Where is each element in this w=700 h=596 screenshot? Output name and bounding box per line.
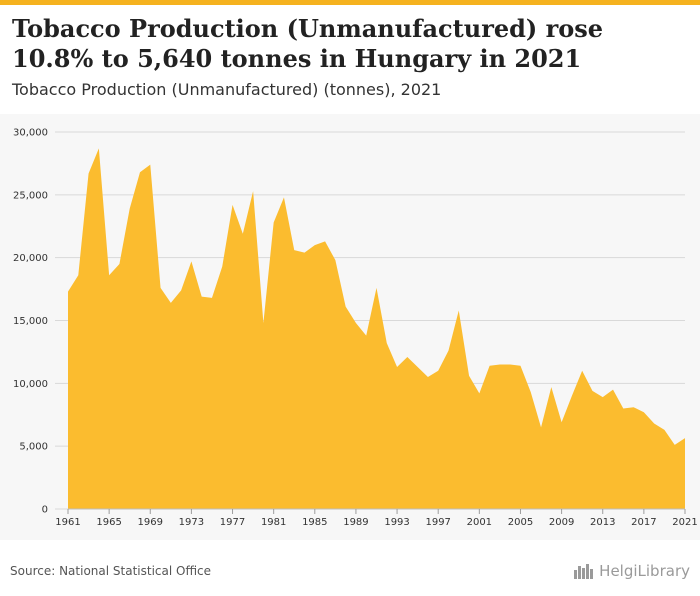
chart-subtitle: Tobacco Production (Unmanufactured) (ton…	[12, 80, 442, 99]
x-tick-label: 1993	[384, 517, 409, 528]
logo-text: HelgiLibrary	[599, 562, 690, 580]
x-tick-label: 2017	[631, 517, 656, 528]
x-tick-label: 1981	[261, 517, 286, 528]
x-tick-label: 1977	[220, 517, 245, 528]
x-tick-label: 1969	[138, 517, 163, 528]
y-tick-label: 15,000	[13, 316, 48, 327]
area-series	[67, 148, 686, 509]
y-axis: 0 5,000 10,000 15,000 20,000 25,000 30,000	[13, 128, 48, 516]
chart-panel: 0 5,000 10,000 15,000 20,000 25,000 30,000 196…	[0, 114, 700, 540]
x-tick-label: 2021	[672, 517, 697, 528]
helgilibrary-logo[interactable]: HelgiLibrary	[573, 562, 690, 580]
x-tick-label: 1965	[96, 517, 121, 528]
y-tick-label: 25,000	[13, 190, 48, 201]
x-tick-label: 2005	[508, 517, 533, 528]
x-tick-label: 2013	[590, 517, 615, 528]
x-tick-label: 2001	[467, 517, 492, 528]
accent-bar	[0, 0, 700, 5]
source-note: Source: National Statistical Office	[10, 564, 212, 578]
chart-title: Tobacco Production (Unmanufactured) rose…	[12, 14, 604, 73]
area-chart: 0 5,000 10,000 15,000 20,000 25,000 30,000 196…	[13, 128, 698, 529]
y-tick-label: 10,000	[13, 379, 48, 390]
x-tick-label: 1985	[302, 517, 327, 528]
x-tick-label: 1961	[55, 517, 80, 528]
area-fill	[68, 148, 685, 509]
y-tick-label: 20,000	[13, 253, 48, 264]
x-tick-label: 1973	[179, 517, 204, 528]
city-skyline-icon	[573, 563, 595, 579]
x-tick-label: 1997	[425, 517, 450, 528]
x-tick-label: 2009	[549, 517, 574, 528]
x-tick-label: 1989	[343, 517, 368, 528]
y-tick-label: 5,000	[19, 442, 48, 453]
x-axis: 1961 1965 1969 1973 1977 1981 1985 1989 1993 1997…	[55, 508, 698, 528]
y-tick-label: 0	[42, 505, 48, 516]
y-tick-label: 30,000	[13, 128, 48, 139]
